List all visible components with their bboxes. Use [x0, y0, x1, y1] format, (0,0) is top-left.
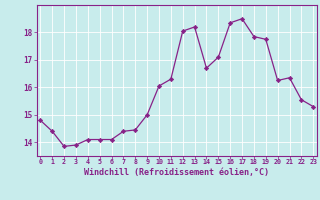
X-axis label: Windchill (Refroidissement éolien,°C): Windchill (Refroidissement éolien,°C) — [84, 168, 269, 177]
